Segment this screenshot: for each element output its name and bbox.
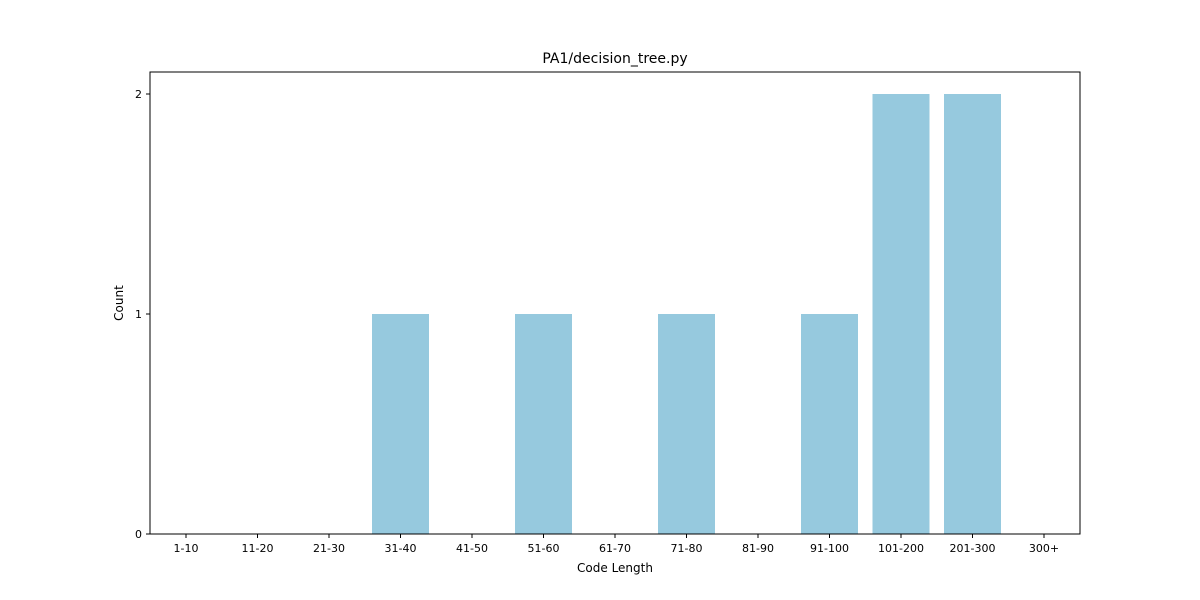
x-tick-label: 300+ xyxy=(1029,542,1059,555)
bar-101-200 xyxy=(872,94,930,534)
y-tick-label: 1 xyxy=(135,308,142,321)
y-axis-label: Count xyxy=(112,285,126,321)
x-tick-label: 101-200 xyxy=(878,542,924,555)
bar-31-40 xyxy=(372,314,429,534)
x-tick-label: 201-300 xyxy=(950,542,996,555)
x-tick-label: 31-40 xyxy=(385,542,417,555)
bar-51-60 xyxy=(515,314,572,534)
x-tick-label: 41-50 xyxy=(456,542,488,555)
plot-frame xyxy=(149,71,1081,535)
x-tick-label: 91-100 xyxy=(810,542,849,555)
x-tick-label: 21-30 xyxy=(313,542,345,555)
x-axis-ticks: 1-10 11-20 21-30 31-40 41-50 51-60 61-70 71-80 8… xyxy=(174,534,1059,555)
x-tick-label: 11-20 xyxy=(242,542,274,555)
y-tick-label: 0 xyxy=(135,528,142,541)
bars-layer xyxy=(372,94,1001,534)
chart-title: PA1/decision_tree.py xyxy=(542,51,687,67)
bar-91-100 xyxy=(801,314,858,534)
bar-201-300 xyxy=(944,94,1001,534)
x-tick-label: 51-60 xyxy=(528,542,560,555)
x-axis-label: Code Length xyxy=(577,561,653,575)
x-tick-label: 81-90 xyxy=(742,542,774,555)
x-tick-label: 1-10 xyxy=(174,542,199,555)
y-axis-ticks: 0 1 2 xyxy=(135,88,150,541)
x-tick-label: 61-70 xyxy=(599,542,631,555)
y-tick-label: 2 xyxy=(135,88,142,101)
bar-71-80 xyxy=(658,314,715,534)
x-tick-label: 71-80 xyxy=(671,542,703,555)
